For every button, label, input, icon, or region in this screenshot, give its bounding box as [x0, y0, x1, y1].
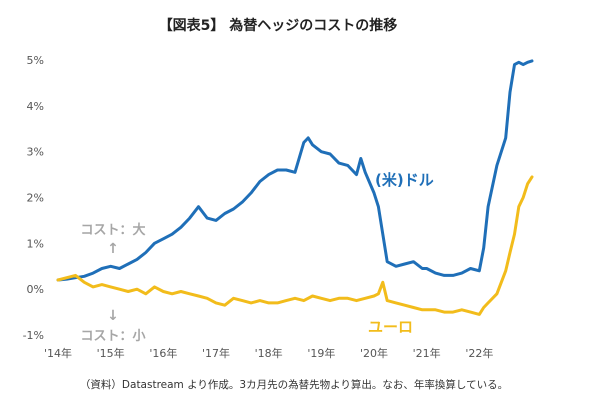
- y-tick-label: 3%: [27, 146, 44, 159]
- x-tick-label: '16年: [149, 346, 177, 360]
- x-axis-ticks: '14年 '15年 '16年 '17年 '18年 '19年 '20年 '21年 '22年: [44, 346, 493, 360]
- eur-series-line: [56, 175, 534, 316]
- x-tick-label: '18年: [255, 346, 283, 360]
- y-tick-label: -1%: [23, 329, 44, 342]
- x-tick-label: '22年: [465, 346, 493, 360]
- x-tick-label: '17年: [202, 346, 230, 360]
- usd-series-line: [56, 59, 534, 282]
- y-tick-label: 4%: [27, 100, 44, 113]
- y-tick-label: 1%: [27, 237, 44, 250]
- x-tick-label: '14年: [44, 346, 72, 360]
- series-label-eur: ユーロ: [368, 318, 413, 336]
- y-axis-ticks: 5% 4% 3% 2% 1% 0% -1%: [23, 54, 44, 342]
- arrow-down-icon: ↓: [107, 308, 119, 324]
- cost-down-label: コスト：小: [80, 329, 145, 344]
- chart-title: 【図表5】 為替ヘッジのコストの推移: [159, 17, 398, 34]
- x-tick-label: '21年: [413, 346, 441, 360]
- y-tick-label: 0%: [27, 283, 44, 296]
- y-tick-label: 5%: [27, 54, 44, 67]
- x-tick-label: '15年: [97, 346, 125, 360]
- x-tick-label: '19年: [307, 346, 335, 360]
- arrow-up-icon: ↑: [107, 241, 119, 257]
- x-tick-label: '20年: [360, 346, 388, 360]
- cost-up-label: コスト：大: [80, 222, 145, 238]
- series-layer: [56, 59, 534, 316]
- y-tick-label: 2%: [27, 192, 44, 205]
- series-label-usd: (米)ドル: [375, 171, 434, 189]
- source-note: （資料）Datastream より作成。3カ月先の為替先物より算出。なお、年率換…: [80, 378, 508, 391]
